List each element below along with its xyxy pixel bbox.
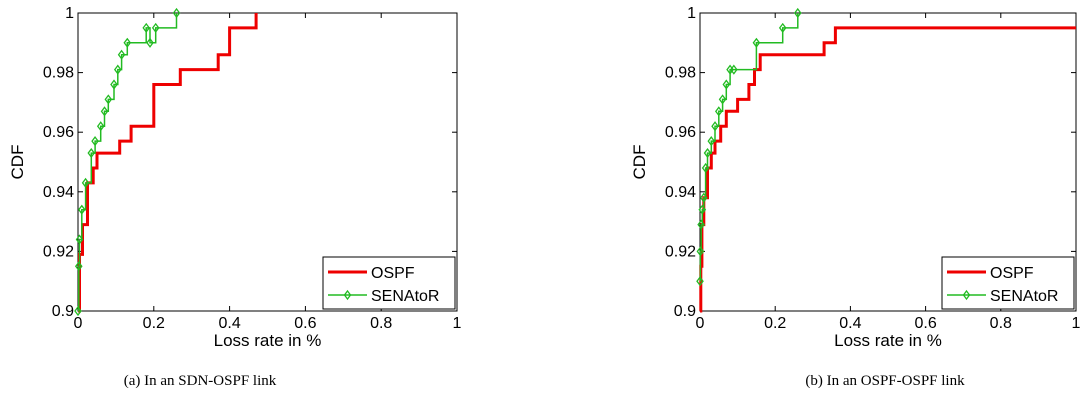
data-point-marker: [113, 64, 122, 75]
data-point-marker: [87, 147, 96, 159]
legend-marker: [343, 289, 352, 301]
data-point-marker: [699, 192, 708, 203]
caption-b: (b) In an OSPF-OSPF link: [805, 373, 965, 389]
data-point-marker: [96, 121, 105, 132]
legend-label: OSPF: [371, 265, 415, 282]
data-point-marker: [793, 7, 802, 19]
data-point-marker: [74, 305, 82, 317]
data-point-marker: [75, 234, 84, 245]
plot-area-frame: [699, 12, 1077, 312]
y-tick-label: 0.94: [665, 184, 696, 201]
x-tick-label: 0.2: [143, 315, 165, 332]
data-point-marker: [752, 37, 761, 48]
x-tick-label: 1: [1072, 315, 1081, 332]
chart-panel-b: 0 0.2 0.4 0.6 0.8 1 0.9 0.92 0.94 0.96 0.98 1 Loss r…: [630, 5, 1081, 350]
data-point-marker: [698, 204, 707, 215]
data-point-marker: [110, 79, 118, 90]
legend: OSPF SENAtoR: [941, 256, 1075, 310]
data-point-marker: [718, 94, 727, 105]
data-point-marker: [778, 22, 787, 33]
legend-label: SENAtoR: [371, 288, 439, 305]
data-point-marker: [711, 121, 719, 132]
plot-area-frame: [77, 12, 458, 312]
data-point-marker: [146, 37, 154, 48]
data-point-marker: [123, 37, 132, 48]
data-point-marker: [696, 246, 705, 257]
y-axis-label: CDF: [8, 145, 27, 180]
series-line-senator: [78, 13, 178, 312]
x-tick-label: 0: [74, 315, 83, 332]
data-point-marker: [100, 106, 109, 117]
y-tick-label: 0.96: [43, 124, 74, 141]
y-tick-label: 0.94: [43, 184, 74, 201]
data-point-marker: [91, 136, 99, 147]
data-point-marker: [142, 22, 151, 33]
y-tick-label: 0.9: [52, 303, 74, 320]
series-line-ospf: [699, 26, 1076, 313]
caption-a: (a) In an SDN-OSPF link: [124, 373, 277, 389]
data-point-marker: [697, 219, 705, 230]
chart-panel-a: 0 0.2 0.4 0.6 0.8 1 0.9 0.92 0.94 0.96 0.98 1 Loss r…: [8, 5, 462, 350]
x-tick-label: 0.4: [839, 315, 861, 332]
data-point-marker: [117, 49, 126, 60]
legend: OSPF SENAtoR: [322, 256, 456, 310]
legend-box: [322, 256, 456, 310]
data-point-marker: [81, 177, 90, 188]
y-tick-label: 1: [687, 5, 696, 22]
y-tick-label: 0.9: [674, 303, 696, 320]
x-tick-label: 0.8: [370, 315, 392, 332]
data-point-marker: [151, 22, 160, 33]
x-tick-label: 0.6: [294, 315, 316, 332]
legend-marker: [962, 289, 971, 301]
data-point-marker: [74, 261, 83, 272]
data-point-marker: [714, 106, 723, 117]
legend-label: OSPF: [990, 265, 1034, 282]
legend-box: [941, 256, 1075, 310]
data-point-marker: [696, 276, 704, 287]
x-tick-label: 1: [453, 315, 462, 332]
y-tick-label: 0.98: [43, 65, 74, 82]
x-tick-label: 0.2: [764, 315, 786, 332]
data-point-marker: [730, 64, 738, 75]
x-tick-label: 0.8: [990, 315, 1012, 332]
y-tick-label: 0.92: [665, 243, 696, 260]
y-tick-label: 0.96: [665, 124, 696, 141]
data-point-marker: [104, 94, 113, 105]
x-tick-label: 0.4: [218, 315, 240, 332]
data-point-marker: [77, 204, 86, 215]
data-point-marker: [707, 136, 716, 147]
x-axis-label: Loss rate in %: [214, 331, 322, 350]
data-point-marker: [701, 162, 710, 174]
x-axis-label: Loss rate in %: [834, 331, 942, 350]
y-tick-label: 1: [65, 5, 74, 22]
x-tick-label: 0: [696, 315, 705, 332]
y-tick-label: 0.92: [43, 243, 74, 260]
legend-label: SENAtoR: [990, 288, 1058, 305]
y-axis-label: CDF: [630, 145, 649, 180]
series-line-ospf: [78, 13, 258, 313]
x-tick-label: 0.6: [914, 315, 936, 332]
data-point-marker: [722, 79, 731, 90]
data-point-marker: [172, 7, 181, 19]
data-point-marker: [703, 147, 712, 159]
y-tick-label: 0.98: [665, 65, 696, 82]
